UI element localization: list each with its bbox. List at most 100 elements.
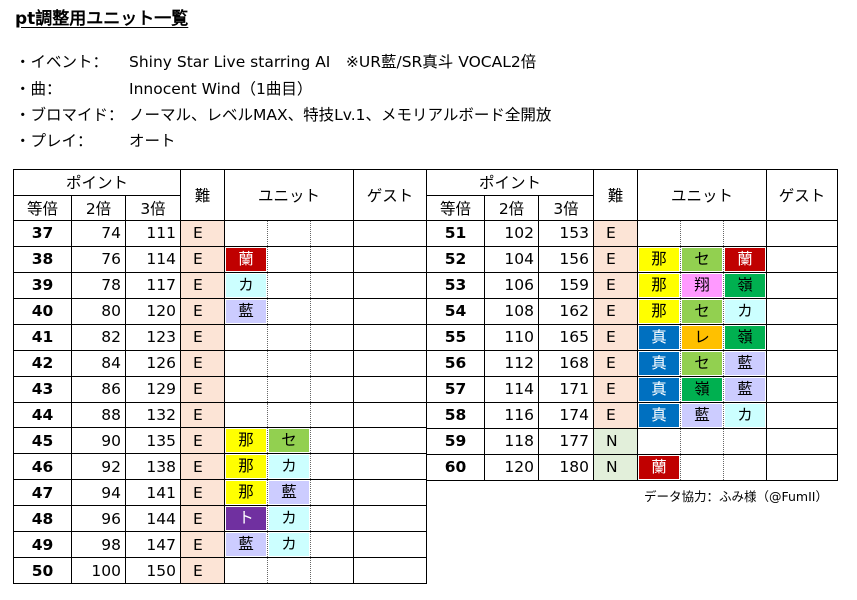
unit-slot: 蘭 <box>224 245 269 273</box>
unit-slot: 那 <box>637 271 682 299</box>
table-row: 58 116 174 E 真藍カ <box>426 401 839 429</box>
table-row: 46 92 138 E 那カ <box>13 453 428 481</box>
unit-slot: カ <box>723 297 768 325</box>
points-x1: 49 <box>13 531 72 559</box>
points-x2: 88 <box>71 401 126 429</box>
table-row: 53 106 159 E 那翔嶺 <box>426 271 839 299</box>
unit-member: 那 <box>226 481 267 505</box>
guest-cell <box>353 557 428 585</box>
unit-slot: 藍 <box>224 297 269 325</box>
unit-member: ト <box>226 507 267 531</box>
points-x3: 153 <box>537 220 595 247</box>
table-row: 51 102 153 E <box>426 220 839 247</box>
difficulty-cell: E <box>180 479 226 507</box>
unit-slot <box>267 297 312 325</box>
points-x1: 42 <box>13 349 72 377</box>
difficulty-cell: E <box>180 401 226 429</box>
info-value: ノーマル、レベルMAX、特技Lv.1、メモリアルボード全開放 <box>129 106 552 124</box>
unit-member: 蘭 <box>639 455 680 479</box>
table-row: 40 80 120 E 藍 <box>13 297 428 325</box>
unit-member: カ <box>725 299 766 323</box>
points-x2: 114 <box>484 375 539 403</box>
unit-member: 藍 <box>226 299 267 323</box>
unit-member: 那 <box>226 429 267 453</box>
header-difficulty: 難 <box>180 169 226 221</box>
points-x3: 114 <box>124 245 182 273</box>
unit-slot: カ <box>267 505 312 533</box>
points-x3: 138 <box>124 453 182 481</box>
difficulty-cell: E <box>180 375 226 403</box>
unit-slot <box>267 557 312 585</box>
guest-cell <box>353 220 428 247</box>
points-x2: 76 <box>71 245 126 273</box>
unit-member: カ <box>226 273 267 297</box>
unit-slot <box>224 401 269 429</box>
unit-slot <box>267 349 312 377</box>
difficulty-cell: N <box>593 453 639 481</box>
unit-member: 藍 <box>725 377 766 401</box>
info-label: ・曲： <box>15 80 62 98</box>
points-x3: 144 <box>124 505 182 533</box>
table-row: 39 78 117 E カ <box>13 271 428 299</box>
points-x2: 90 <box>71 427 126 455</box>
guest-cell <box>353 453 428 481</box>
difficulty-cell: E <box>180 557 226 585</box>
table-row: 45 90 135 E 那セ <box>13 427 428 455</box>
unit-slot <box>310 297 355 325</box>
unit-member: カ <box>269 455 310 479</box>
difficulty-cell: E <box>180 297 226 325</box>
unit-slot: 嶺 <box>680 375 725 403</box>
table-row: 60 120 180 N 蘭 <box>426 453 839 481</box>
points-x1: 54 <box>426 297 485 325</box>
info-label: ・ブロマイド： <box>15 106 124 124</box>
unit-slot: カ <box>267 453 312 481</box>
unit-member: 那 <box>639 273 680 297</box>
table-row: 54 108 162 E 那セカ <box>426 297 839 325</box>
guest-cell <box>766 297 839 325</box>
guest-cell <box>766 375 839 403</box>
unit-member: セ <box>269 429 310 453</box>
header-points: ポイント <box>425 169 595 196</box>
table-row: 44 88 132 E <box>13 401 428 429</box>
unit-slot <box>267 323 312 351</box>
difficulty-cell: E <box>593 220 639 247</box>
header-x2: 2倍 <box>484 194 539 221</box>
points-x3: 168 <box>537 349 595 377</box>
difficulty-cell: E <box>180 453 226 481</box>
difficulty-cell: E <box>180 531 226 559</box>
difficulty-cell: E <box>180 427 226 455</box>
table-row: 43 86 129 E <box>13 375 428 403</box>
unit-member: カ <box>269 533 310 557</box>
points-x1: 47 <box>13 479 72 507</box>
points-x1: 39 <box>13 271 72 299</box>
unit-slot <box>310 245 355 273</box>
points-x3: 150 <box>124 557 182 585</box>
unit-slot: カ <box>267 531 312 559</box>
header-guest: ゲスト <box>766 169 839 221</box>
page-title: pt調整用ユニット一覧 <box>15 9 189 29</box>
points-x3: 180 <box>537 453 595 481</box>
unit-slot: 那 <box>637 297 682 325</box>
unit-member: セ <box>682 351 723 375</box>
points-x1: 44 <box>13 401 72 429</box>
unit-slot <box>267 220 312 247</box>
unit-slot: 那 <box>224 427 269 455</box>
table-row: 52 104 156 E 那セ蘭 <box>426 245 839 273</box>
table-row: 41 82 123 E <box>13 323 428 351</box>
points-x3: 129 <box>124 375 182 403</box>
unit-slot <box>310 220 355 247</box>
points-x2: 116 <box>484 401 539 429</box>
difficulty-cell: E <box>593 375 639 403</box>
unit-slot: カ <box>723 401 768 429</box>
info-label: ・イベント： <box>15 53 109 71</box>
guest-cell <box>353 401 428 429</box>
points-x3: 177 <box>537 427 595 455</box>
points-x3: 147 <box>124 531 182 559</box>
guest-cell <box>766 401 839 429</box>
points-x3: 123 <box>124 323 182 351</box>
unit-slot <box>310 271 355 299</box>
points-x1: 41 <box>13 323 72 351</box>
points-x1: 57 <box>426 375 485 403</box>
points-x2: 108 <box>484 297 539 325</box>
points-x3: 165 <box>537 323 595 351</box>
